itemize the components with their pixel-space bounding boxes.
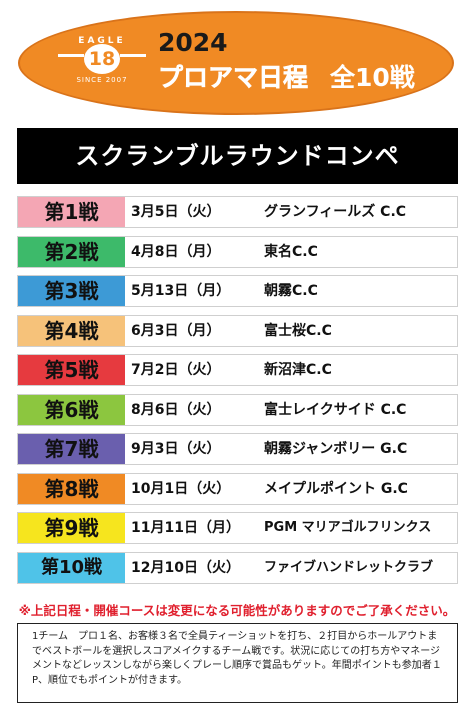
round-badge: 第4戦 <box>18 315 125 346</box>
round-date: 5月13日（月） <box>131 283 231 299</box>
logo-since-text: SINCE 2007 <box>76 76 128 84</box>
schedule-row: 第8戦 10月1日（火） メイプルポイント G.C <box>17 472 458 505</box>
round-venue: 新沼津C.C <box>264 362 332 378</box>
round-venue: ファイブハンドレットクラブ <box>264 559 434 575</box>
eagle18-logo: EAGLE 18 SINCE 2007 <box>56 36 148 88</box>
round-venue: PGM マリアゴルフリンクス <box>264 520 432 535</box>
schedule-row: 第6戦 8月6日（火） 富士レイクサイド C.C <box>17 393 458 426</box>
round-badge: 第7戦 <box>18 434 125 464</box>
round-date: 7月2日（火） <box>131 362 221 378</box>
round-badge: 第5戦 <box>18 355 125 385</box>
schedule-row: 第5戦 7月2日（火） 新沼津C.C <box>17 354 458 386</box>
round-venue: グランフィールズ C.C <box>264 204 407 220</box>
round-date: 11月11日（月） <box>131 520 240 536</box>
header-count: 全10戦 <box>330 63 415 92</box>
round-venue: 富士レイクサイド C.C <box>264 401 407 418</box>
round-date: 4月8日（月） <box>131 243 221 260</box>
logo-number: 18 <box>84 44 120 74</box>
event-banner: スクランブルラウンドコンペ <box>17 128 458 184</box>
round-venue: 富士桜C.C <box>264 322 332 339</box>
schedule-row: 第7戦 9月3日（火） 朝霧ジャンボリー G.C <box>17 433 458 465</box>
round-badge: 第8戦 <box>18 473 125 504</box>
header-title: プロアマ日程 <box>158 63 309 93</box>
round-date: 8月6日（火） <box>131 401 221 418</box>
logo-eagle-text: EAGLE <box>78 36 126 46</box>
schedule-row: 第2戦 4月8日（月） 東名C.C <box>17 235 458 268</box>
round-venue: 朝霧C.C <box>264 283 318 299</box>
round-venue: メイプルポイント G.C <box>264 480 408 497</box>
round-date: 3月5日（火） <box>131 204 221 220</box>
change-notice: ※上記日程・開催コースは変更になる可能性がありますのでご了承ください。 <box>18 603 456 618</box>
round-date: 6月3日（月） <box>131 322 221 339</box>
round-date: 12月10日（火） <box>131 559 240 576</box>
logo-wing-left <box>58 54 84 57</box>
round-badge: 第9戦 <box>18 513 125 543</box>
header-year: 2024 <box>158 28 228 57</box>
round-badge: 第10戦 <box>18 552 125 583</box>
schedule-row: 第3戦 5月13日（月） 朝霧C.C <box>17 275 458 307</box>
schedule-row: 第1戦 3月5日（火） グランフィールズ C.C <box>17 196 458 228</box>
round-venue: 朝霧ジャンボリー G.C <box>264 441 408 457</box>
round-date: 10月1日（火） <box>131 480 231 497</box>
schedule-row: 第4戦 6月3日（月） 富士桜C.C <box>17 314 458 347</box>
rules-box: 1チーム プロ１名、お客様３名で全員ティーショットを打ち、２打目からホールアウト… <box>17 623 458 703</box>
round-badge: 第2戦 <box>18 236 125 267</box>
round-venue: 東名C.C <box>264 243 318 260</box>
round-badge: 第6戦 <box>18 394 125 425</box>
schedule-row: 第10戦 12月10日（火） ファイブハンドレットクラブ <box>17 551 458 584</box>
schedule-row: 第9戦 11月11日（月） PGM マリアゴルフリンクス <box>17 512 458 544</box>
logo-wing-right <box>120 54 146 57</box>
round-badge: 第3戦 <box>18 276 125 306</box>
round-date: 9月3日（火） <box>131 441 221 457</box>
round-badge: 第1戦 <box>18 197 125 227</box>
